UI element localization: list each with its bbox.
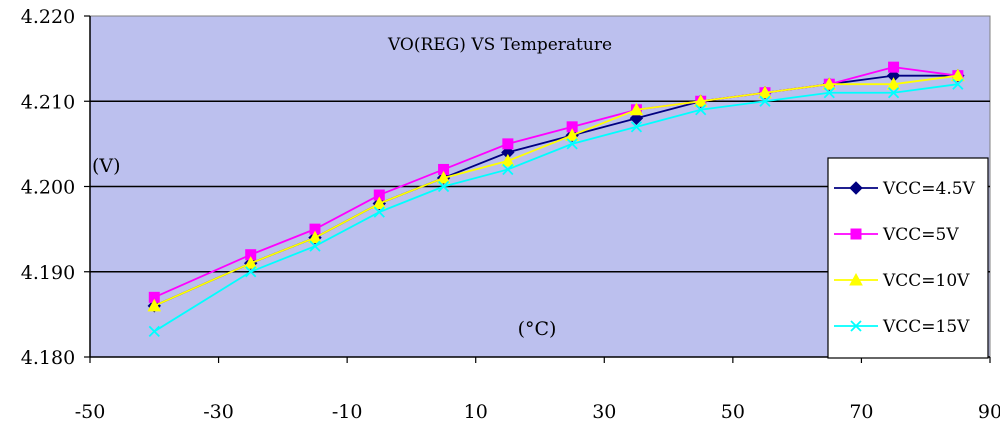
- y-tick-label-1: 4.190: [21, 262, 75, 284]
- series-1-point-5: [502, 138, 514, 150]
- series-2-point-7: [629, 102, 644, 116]
- x-axis-label: (°C): [518, 318, 557, 340]
- series-2-point-4: [436, 170, 451, 184]
- series-2-point-10: [822, 77, 837, 90]
- series-3-point-7: [630, 121, 643, 133]
- x-tick-label-6: 70: [849, 401, 873, 423]
- series-2-point-2: [308, 230, 322, 244]
- y-tick-label-3: 4.210: [21, 91, 75, 113]
- legend-label-1: VCC=5V: [882, 225, 959, 245]
- series-3-point-4: [437, 180, 450, 193]
- y-axis-label: (V): [92, 155, 121, 177]
- y-tick-label-0: 4.180: [21, 347, 75, 369]
- series-3-point-3: [373, 206, 385, 218]
- y-tick-label-2: 4.200: [21, 177, 75, 199]
- series-2-point-3: [372, 196, 387, 210]
- x-tick-label-5: 50: [721, 401, 745, 423]
- series-3-point-8: [695, 104, 707, 116]
- series-2-point-0: [147, 298, 162, 312]
- series-3-point-11: [887, 87, 900, 99]
- series-3-point-12: [952, 78, 964, 90]
- x-tick-label-0: -50: [75, 401, 106, 423]
- series-1-point-11: [888, 61, 900, 73]
- legend-marker-1: [850, 228, 862, 240]
- x-tick-label-7: 90: [978, 401, 1000, 423]
- legend-label-0: VCC=4.5V: [882, 179, 976, 199]
- series-3-point-9: [759, 95, 771, 107]
- legend-marker-3: [850, 320, 862, 332]
- series-3-point-0: [148, 325, 160, 338]
- series-2-point-8: [693, 94, 708, 107]
- series-3-point-2: [309, 240, 321, 252]
- y-tick-label-4: 4.220: [21, 6, 75, 28]
- series-2-point-11: [886, 77, 901, 90]
- series-3-point-1: [245, 266, 257, 278]
- series-2-point-9: [758, 85, 772, 99]
- x-tick-label-4: 30: [592, 401, 616, 423]
- series-3-point-10: [823, 87, 835, 99]
- legend-label-2: VCC=10V: [882, 271, 970, 291]
- x-tick-label-2: -10: [332, 401, 363, 423]
- x-tick-label-1: -30: [203, 401, 234, 423]
- series-2-point-12: [951, 68, 965, 82]
- series-3-point-5: [502, 163, 514, 176]
- x-tick-label-3: 10: [464, 401, 488, 423]
- legend-marker-0: [849, 181, 863, 195]
- series-0-point-7: [629, 111, 644, 126]
- legend-label-3: VCC=15V: [882, 317, 970, 337]
- chart-title: VO(REG) VS Temperature: [387, 35, 612, 55]
- series-2-point-5: [501, 153, 515, 167]
- series-2-point-6: [565, 128, 579, 141]
- tick-layer: 4.180 4.190 4.200 4.210 4.220 -50 -30 -10 10 30 50…: [21, 6, 1000, 423]
- series-3-point-6: [566, 138, 578, 150]
- legend: VCC=4.5V VCC=5V VCC=10V VCC=15V: [827, 157, 989, 359]
- series-2-point-1: [243, 256, 258, 269]
- legend-marker-2: [849, 272, 863, 286]
